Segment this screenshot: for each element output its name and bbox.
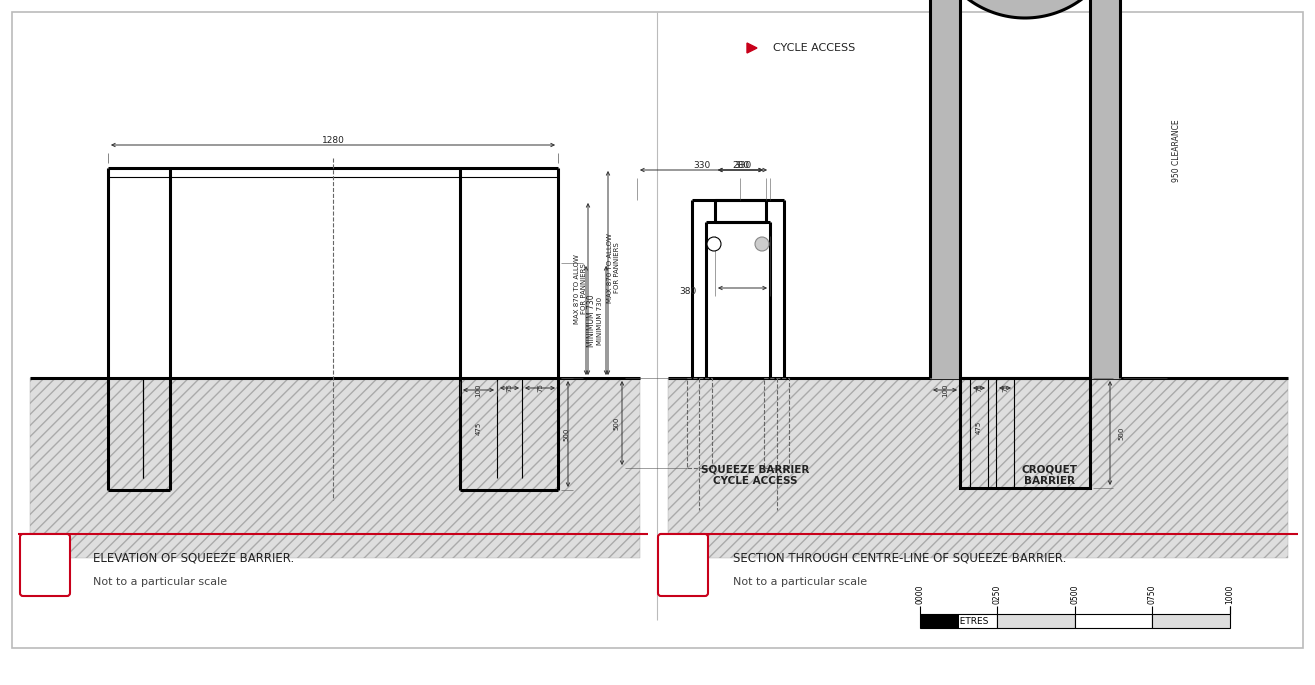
Text: 280: 280 bbox=[732, 160, 750, 169]
Circle shape bbox=[755, 237, 769, 251]
FancyBboxPatch shape bbox=[20, 534, 70, 596]
Text: 0500: 0500 bbox=[1070, 584, 1080, 604]
Bar bbox=[1152, 614, 1230, 628]
Text: 75: 75 bbox=[1002, 384, 1009, 393]
Text: 100: 100 bbox=[475, 383, 481, 397]
Text: D: D bbox=[38, 545, 51, 560]
Text: 500: 500 bbox=[613, 416, 619, 429]
Text: 75: 75 bbox=[976, 384, 982, 393]
Text: 500: 500 bbox=[563, 427, 569, 440]
Text: 001: 001 bbox=[672, 573, 693, 583]
Text: 75: 75 bbox=[537, 384, 543, 393]
Text: E: E bbox=[677, 545, 688, 560]
Polygon shape bbox=[747, 43, 757, 53]
Bar bbox=[668, 378, 1287, 558]
Circle shape bbox=[707, 237, 721, 251]
Text: MAX 870 TO ALLOW
FOR PANNIERS: MAX 870 TO ALLOW FOR PANNIERS bbox=[608, 233, 621, 303]
Bar bbox=[686, 378, 711, 468]
Bar bbox=[1074, 614, 1152, 628]
Text: 475: 475 bbox=[476, 421, 481, 434]
Text: MINIMUM 730: MINIMUM 730 bbox=[597, 297, 604, 345]
Text: Not to a particular scale: Not to a particular scale bbox=[732, 577, 867, 587]
Text: 500: 500 bbox=[1118, 426, 1124, 440]
Polygon shape bbox=[1090, 0, 1120, 378]
Text: SQUEEZE BARRIER
CYCLE ACCESS: SQUEEZE BARRIER CYCLE ACCESS bbox=[701, 464, 809, 486]
Text: 380: 380 bbox=[680, 286, 697, 295]
Text: MILLIMETRES: MILLIMETRES bbox=[930, 616, 989, 625]
Text: 1000: 1000 bbox=[1226, 584, 1235, 604]
Polygon shape bbox=[930, 0, 1120, 18]
Bar bbox=[998, 614, 1074, 628]
Text: ELEVATION OF SQUEEZE BARRIER.: ELEVATION OF SQUEEZE BARRIER. bbox=[93, 551, 295, 564]
Polygon shape bbox=[930, 0, 960, 378]
Text: CYCLE ACCESS: CYCLE ACCESS bbox=[773, 43, 855, 53]
FancyBboxPatch shape bbox=[658, 534, 707, 596]
Text: 0000: 0000 bbox=[915, 584, 924, 604]
Text: 0750: 0750 bbox=[1148, 584, 1157, 604]
Text: CROQUET
BARRIER: CROQUET BARRIER bbox=[1022, 464, 1078, 486]
Bar bbox=[960, 378, 1090, 488]
Bar bbox=[920, 614, 959, 628]
Text: 950 CLEARANCE: 950 CLEARANCE bbox=[1173, 119, 1181, 182]
Text: 330: 330 bbox=[734, 160, 751, 169]
Text: 001: 001 bbox=[34, 573, 55, 583]
Text: MINIMUM 730: MINIMUM 730 bbox=[588, 294, 597, 347]
Bar bbox=[764, 378, 789, 468]
Text: 0250: 0250 bbox=[993, 584, 1002, 604]
Bar bbox=[30, 378, 640, 558]
Text: 330: 330 bbox=[693, 160, 710, 169]
Text: 1280: 1280 bbox=[322, 136, 345, 145]
Text: SECTION THROUGH CENTRE-LINE OF SQUEEZE BARRIER.: SECTION THROUGH CENTRE-LINE OF SQUEEZE B… bbox=[732, 551, 1066, 564]
Text: Not to a particular scale: Not to a particular scale bbox=[93, 577, 227, 587]
Text: 100: 100 bbox=[942, 383, 948, 397]
Text: 75: 75 bbox=[506, 384, 513, 393]
Text: 475: 475 bbox=[976, 421, 982, 434]
Bar bbox=[920, 614, 998, 628]
Text: MAX 870 TO ALLOW
FOR PANNIERS: MAX 870 TO ALLOW FOR PANNIERS bbox=[575, 254, 588, 324]
